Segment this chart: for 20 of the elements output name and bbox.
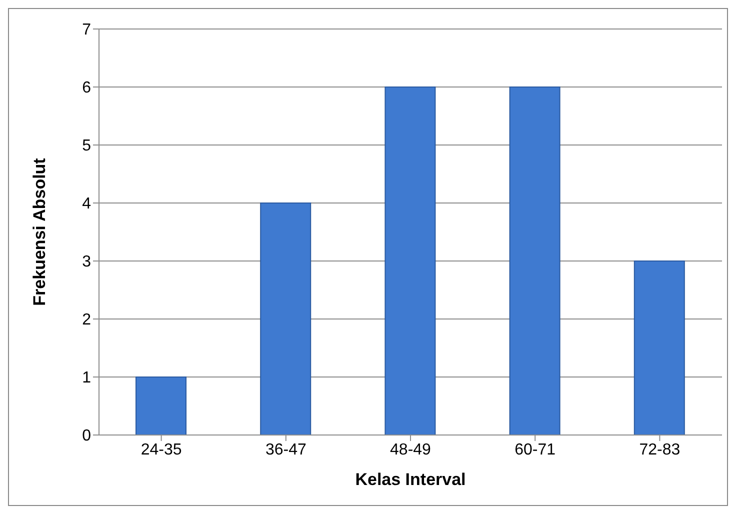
y-tick-label: 6 bbox=[82, 80, 92, 97]
x-tick-label: 48-49 bbox=[390, 441, 432, 458]
x-axis-title: Kelas Interval bbox=[355, 470, 466, 489]
bar bbox=[509, 86, 560, 435]
y-tick-label: 1 bbox=[82, 370, 92, 387]
y-axis-title: Frekuensi Absolut bbox=[30, 158, 50, 306]
x-tick-label: 72-83 bbox=[639, 441, 680, 458]
x-tick-label: 24-35 bbox=[140, 441, 182, 458]
x-tick-label: 60-71 bbox=[514, 441, 556, 458]
y-tick-label: 0 bbox=[82, 428, 92, 445]
y-tick-label: 3 bbox=[82, 254, 92, 271]
bar bbox=[136, 376, 186, 435]
x-tick-label: 36-47 bbox=[265, 441, 306, 458]
bar bbox=[384, 86, 436, 435]
y-tick-label: 4 bbox=[82, 196, 92, 213]
bar bbox=[634, 260, 685, 435]
bar bbox=[260, 202, 312, 435]
y-tick-label: 2 bbox=[82, 312, 92, 329]
y-tick-label: 5 bbox=[82, 138, 92, 155]
y-tick-label: 7 bbox=[82, 22, 92, 39]
